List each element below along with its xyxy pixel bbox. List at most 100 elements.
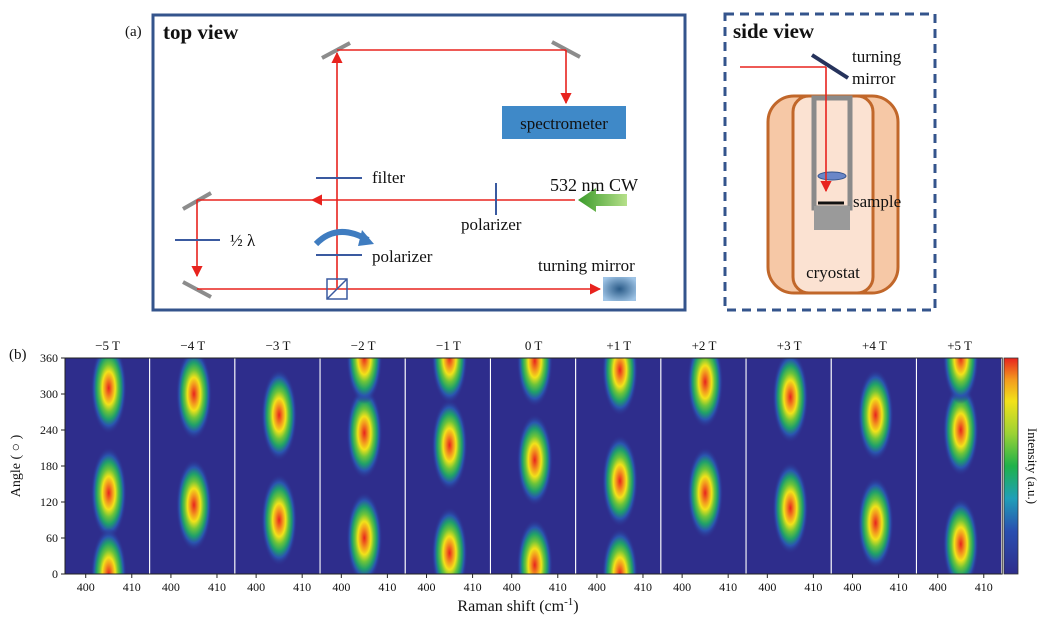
x-tick-label: 400 — [503, 580, 521, 594]
x-tick-label: 410 — [890, 580, 908, 594]
y-tick-label: 120 — [40, 495, 58, 509]
heatmap-peak — [857, 369, 894, 461]
panel-b-label: (b) — [9, 347, 27, 363]
y-tick-label: 240 — [40, 423, 58, 437]
x-tick-label: 410 — [293, 580, 311, 594]
turning-mirror-box — [603, 277, 636, 301]
spectrometer-box — [502, 106, 626, 139]
heatmap-peak — [90, 358, 127, 434]
field-label: 0 T — [525, 338, 543, 353]
x-tick-label: 410 — [804, 580, 822, 594]
heatmap-panels: −5 T −4 T −3 T −2 T −1 T 0 T +1 T +2 T +3 T +4 T +… — [64, 338, 1003, 575]
heatmap-peak — [516, 519, 553, 574]
heatmap-peak — [687, 358, 724, 428]
turning-mirror-label: turning mirror — [538, 256, 635, 275]
mirror-top-left — [321, 41, 351, 60]
x-tick-label: 410 — [123, 580, 141, 594]
heatmap-peak — [516, 414, 553, 506]
x-axis: 400 410 400 410 400 410 400 410 400 410 400 410 400 4… — [77, 574, 993, 594]
heatmap-peak — [346, 358, 383, 404]
heatmap-peak — [687, 447, 724, 539]
y-axis: 0 60 120 180 240 300 360 — [40, 351, 65, 581]
x-tick-label: 400 — [758, 580, 776, 594]
side-view-panel: side view turning mirror sample cryostat — [723, 12, 937, 312]
heatmap-peak — [175, 358, 212, 440]
colorbar — [1003, 357, 1019, 575]
heatmap-peak — [346, 387, 383, 479]
x-tick-label: 400 — [844, 580, 862, 594]
beam-splitter-diagonal — [326, 278, 348, 300]
colorbar-label: Intensity (a.u.) — [1025, 428, 1038, 504]
x-tick-label: 410 — [634, 580, 652, 594]
x-tick-label: 410 — [549, 580, 567, 594]
heatmap-peak — [772, 462, 809, 554]
heatmap-peak — [90, 528, 127, 574]
laser-label: 532 nm CW — [550, 175, 638, 195]
cryostat-label: cryostat — [806, 263, 860, 282]
panel-a-label: (a) — [125, 24, 142, 40]
x-tick-label: 410 — [719, 580, 737, 594]
x-tick-label: 400 — [929, 580, 947, 594]
heatmap-peak — [431, 399, 468, 491]
polarizer-label-1: polarizer — [461, 215, 522, 234]
x-tick-label: 410 — [975, 580, 993, 594]
field-label: +2 T — [692, 338, 717, 353]
field-label: +3 T — [777, 338, 802, 353]
sample-label: sample — [853, 192, 901, 211]
x-tick-label: 410 — [464, 580, 482, 594]
heatmap-peak — [175, 459, 212, 551]
spectrometer-label: spectrometer — [520, 114, 608, 133]
x-tick-label: 400 — [588, 580, 606, 594]
y-tick-label: 60 — [46, 531, 58, 545]
field-label: −5 T — [95, 338, 120, 353]
field-label: −2 T — [351, 338, 376, 353]
top-view-panel: top view spectrometer 532 nm CW filter p… — [151, 13, 687, 312]
filter-label: filter — [372, 168, 405, 187]
rotation-arrow-head-icon — [358, 230, 374, 246]
field-label: −1 T — [436, 338, 461, 353]
heatmap-peak — [942, 384, 979, 476]
heatmap-peak — [431, 358, 468, 404]
x-tick-label: 400 — [77, 580, 95, 594]
field-label: +4 T — [862, 338, 887, 353]
heatmap-peak — [516, 358, 553, 407]
half-wave-label: ½ λ — [230, 231, 256, 250]
x-tick-label: 400 — [162, 580, 180, 594]
x-tick-label: 410 — [208, 580, 226, 594]
field-label: +1 T — [606, 338, 631, 353]
field-label: −4 T — [180, 338, 205, 353]
x-axis-label: Raman shift (cm-1) — [457, 596, 578, 615]
x-tick-label: 400 — [247, 580, 265, 594]
heatmap-peak — [601, 435, 638, 527]
heatmap-peak — [942, 358, 979, 404]
side-turning-label-1: turning — [852, 47, 902, 66]
x-tick-label: 410 — [378, 580, 396, 594]
side-turning-mirror — [810, 53, 850, 80]
y-tick-label: 180 — [40, 459, 58, 473]
heatmap-peak — [431, 507, 468, 574]
y-tick-label: 360 — [40, 351, 58, 365]
top-view-title: top view — [163, 20, 239, 44]
top-view-frame — [151, 13, 687, 312]
x-tick-label: 400 — [418, 580, 436, 594]
polarizer-label-2: polarizer — [372, 247, 433, 266]
side-view-title: side view — [733, 19, 815, 43]
y-axis-label: Angle ( ○ ) — [9, 434, 24, 497]
beam-splitter — [326, 278, 348, 300]
heatmap-peak — [601, 358, 638, 416]
y-tick-label: 0 — [52, 567, 58, 581]
heatmap-peak — [90, 447, 127, 539]
heatmap-peak — [261, 474, 298, 566]
heatmap-peak — [772, 358, 809, 443]
heatmap-peak — [942, 498, 979, 574]
heatmap-peak — [261, 369, 298, 461]
field-label: +5 T — [947, 338, 972, 353]
side-turning-label-2: mirror — [852, 69, 896, 88]
heatmap-peak — [601, 528, 638, 574]
x-tick-label: 400 — [332, 580, 350, 594]
heatmap-peak — [346, 492, 383, 574]
sample-holder — [814, 206, 850, 230]
heatmap-peak — [857, 477, 894, 569]
lens-element — [817, 171, 847, 181]
